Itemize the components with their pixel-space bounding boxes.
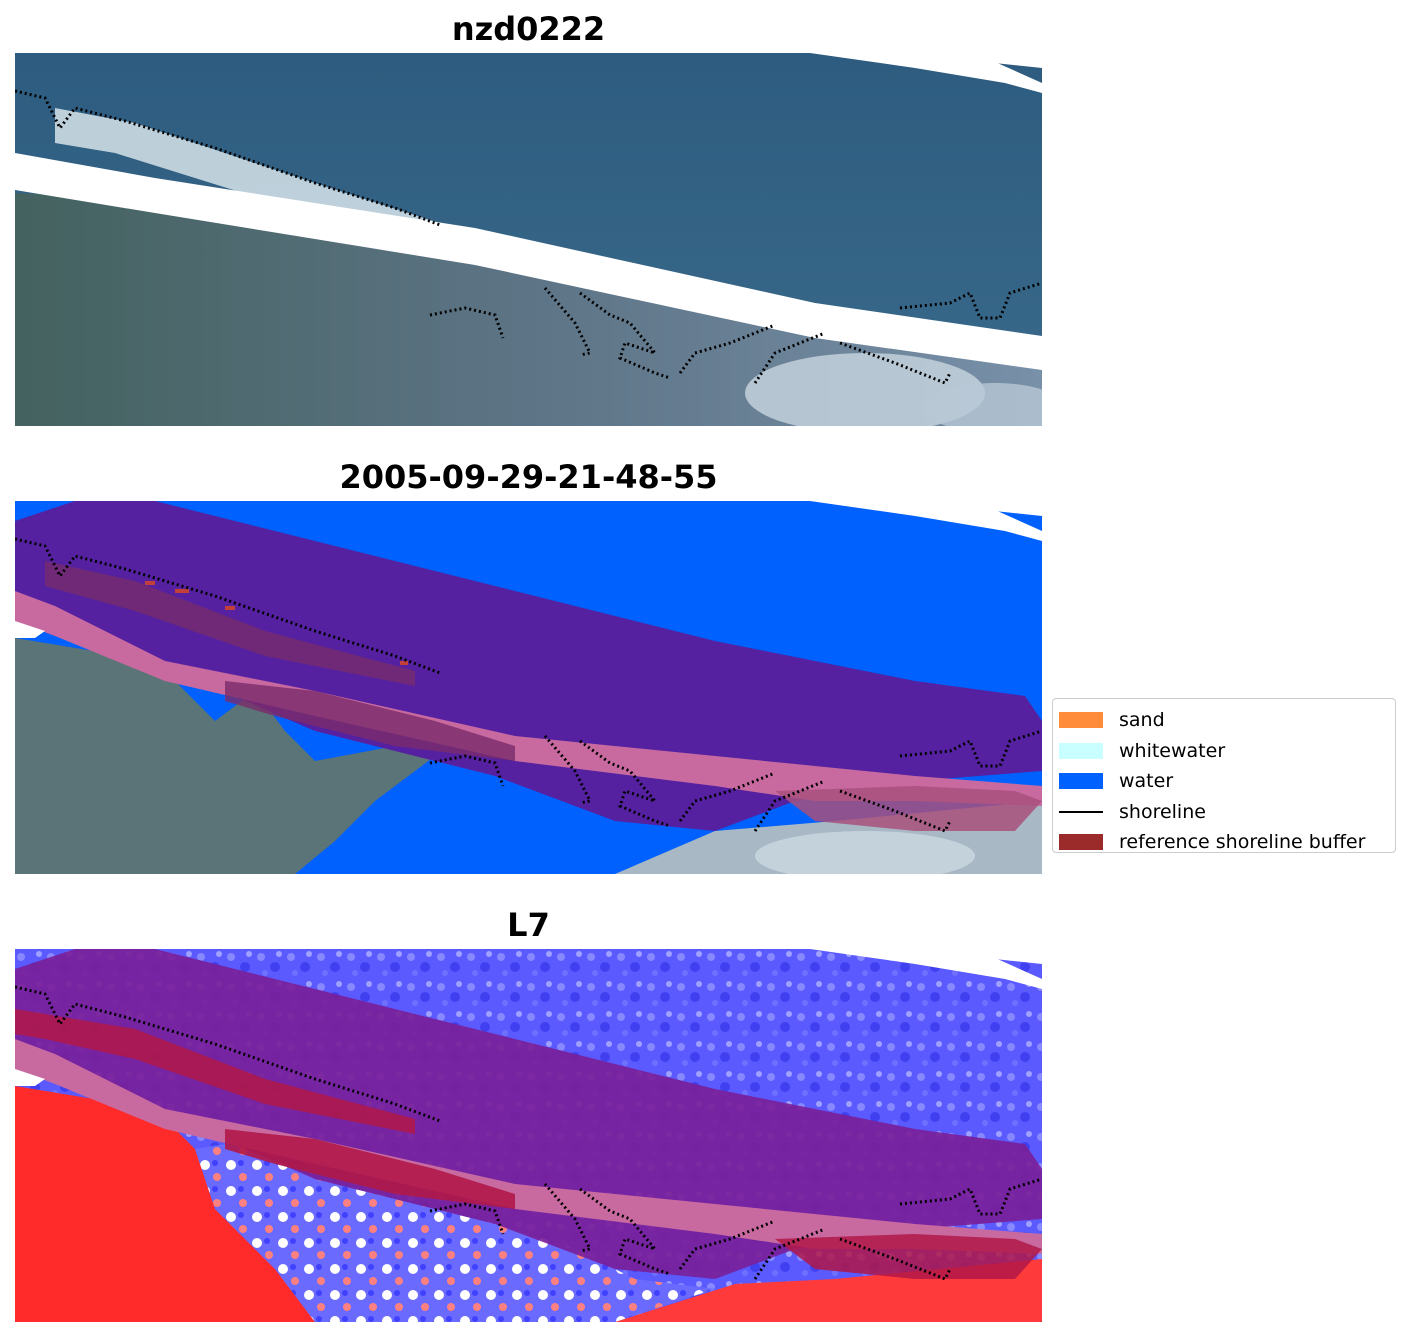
land-index-area bbox=[15, 1086, 315, 1322]
legend-line-swatch bbox=[1059, 804, 1103, 820]
shoreline-inland bbox=[429, 306, 505, 339]
legend-label: whitewater bbox=[1119, 739, 1226, 762]
legend-color-swatch bbox=[1059, 773, 1103, 790]
legend-item: whitewater bbox=[1059, 736, 1395, 767]
legend-color-swatch bbox=[1059, 712, 1103, 729]
panel-title-index: L7 bbox=[507, 906, 550, 944]
legend-item: sand bbox=[1059, 705, 1395, 736]
reference-shoreline-buffer bbox=[15, 501, 1042, 831]
legend-label: sand bbox=[1119, 709, 1165, 732]
buffer-pink-band bbox=[15, 591, 1042, 806]
classification-image bbox=[15, 501, 1042, 874]
index-image bbox=[15, 949, 1042, 1322]
bright-area bbox=[745, 353, 985, 426]
legend-label: shoreline bbox=[1119, 800, 1206, 823]
legend-item: water bbox=[1059, 766, 1395, 797]
legend-label: water bbox=[1119, 770, 1174, 793]
legend-item: shoreline bbox=[1059, 797, 1395, 828]
index-panel bbox=[15, 949, 1042, 1322]
rgb-image-panel bbox=[15, 53, 1042, 426]
legend: sand whitewater water shoreline reference sh… bbox=[1052, 698, 1396, 853]
nodata-stripe bbox=[15, 153, 1042, 370]
shoreline-main bbox=[15, 985, 441, 1123]
legend-color-swatch bbox=[1059, 742, 1103, 759]
rgb-image bbox=[15, 53, 1042, 426]
reference-shoreline-buffer bbox=[15, 949, 1042, 1279]
classification-panel bbox=[15, 501, 1042, 874]
legend-label: reference shoreline buffer bbox=[1119, 831, 1366, 854]
land-unclassified bbox=[15, 638, 435, 874]
shoreline-main bbox=[15, 537, 441, 675]
panel-title-rgb: nzd0222 bbox=[451, 10, 606, 48]
legend-item: reference shoreline buffer bbox=[1059, 827, 1395, 858]
panel-title-classification: 2005-09-29-21-48-55 bbox=[339, 458, 718, 496]
legend-color-swatch bbox=[1059, 834, 1103, 851]
shoreline-main bbox=[15, 89, 441, 227]
